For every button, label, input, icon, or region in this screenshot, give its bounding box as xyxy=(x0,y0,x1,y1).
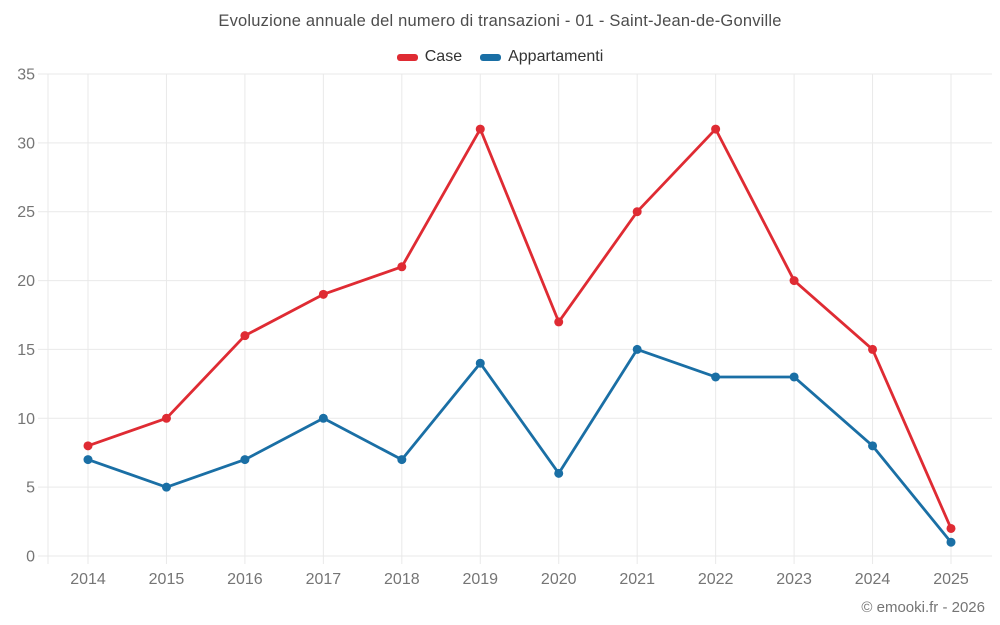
data-point-case-2015[interactable] xyxy=(161,413,171,423)
data-point-appartamenti-2021[interactable] xyxy=(632,344,642,354)
data-point-case-2016[interactable] xyxy=(240,331,250,341)
y-tick-label: 20 xyxy=(17,273,35,290)
data-point-case-2019[interactable] xyxy=(475,124,485,134)
x-tick-label: 2023 xyxy=(776,571,812,588)
legend-swatch-appartamenti-icon xyxy=(480,53,502,61)
data-point-appartamenti-2015[interactable] xyxy=(161,482,171,492)
y-tick-label: 35 xyxy=(17,67,35,84)
legend-label-appartamenti: Appartamenti xyxy=(508,48,604,65)
x-tick-label: 2022 xyxy=(698,571,734,588)
legend-swatch-case-icon xyxy=(396,53,418,61)
y-tick-label: 25 xyxy=(17,204,35,221)
data-point-case-2024[interactable] xyxy=(868,344,878,354)
x-tick-label: 2021 xyxy=(619,571,655,588)
x-tick-label: 2020 xyxy=(541,571,577,588)
legend-label-case: Case xyxy=(424,48,463,65)
data-point-appartamenti-2016[interactable] xyxy=(240,455,250,465)
data-point-case-2020[interactable] xyxy=(554,317,564,327)
data-point-appartamenti-2025[interactable] xyxy=(946,537,956,547)
chart-legend: Case Appartamenti xyxy=(0,48,1000,66)
x-tick-label: 2025 xyxy=(933,571,969,588)
data-point-appartamenti-2022[interactable] xyxy=(711,372,721,382)
x-tick-label: 2024 xyxy=(855,571,891,588)
data-point-case-2025[interactable] xyxy=(946,523,956,533)
data-point-appartamenti-2014[interactable] xyxy=(83,455,93,465)
data-point-case-2014[interactable] xyxy=(83,441,93,451)
data-point-case-2021[interactable] xyxy=(632,207,642,217)
data-point-case-2017[interactable] xyxy=(318,289,328,299)
x-tick-label: 2018 xyxy=(384,571,420,588)
legend-item-appartamenti[interactable]: Appartamenti xyxy=(480,48,603,66)
series-line-appartamenti xyxy=(86,348,953,544)
legend-item-case[interactable]: Case xyxy=(396,48,463,66)
y-tick-label: 30 xyxy=(17,135,35,152)
x-tick-label: 2019 xyxy=(462,571,498,588)
data-point-appartamenti-2017[interactable] xyxy=(318,413,328,423)
series-line-case xyxy=(86,127,953,530)
chart-title: Evoluzione annuale del numero di transaz… xyxy=(218,12,782,30)
y-tick-label: 5 xyxy=(26,480,35,497)
data-point-case-2023[interactable] xyxy=(789,276,799,286)
data-point-case-2022[interactable] xyxy=(711,124,721,134)
data-point-appartamenti-2020[interactable] xyxy=(554,468,564,478)
data-point-case-2018[interactable] xyxy=(397,262,407,272)
x-tick-label: 2016 xyxy=(227,571,263,588)
y-tick-label: 0 xyxy=(26,549,35,566)
x-tick-label: 2015 xyxy=(149,571,185,588)
y-tick-label: 10 xyxy=(17,411,35,428)
data-point-appartamenti-2023[interactable] xyxy=(789,372,799,382)
x-tick-label: 2014 xyxy=(70,571,106,588)
x-tick-label: 2017 xyxy=(306,571,342,588)
copyright-text: © emooki.fr - 2026 xyxy=(861,599,985,616)
data-point-appartamenti-2018[interactable] xyxy=(397,455,407,465)
data-point-appartamenti-2024[interactable] xyxy=(868,441,878,451)
data-point-appartamenti-2019[interactable] xyxy=(475,358,485,368)
y-tick-label: 15 xyxy=(17,342,35,359)
